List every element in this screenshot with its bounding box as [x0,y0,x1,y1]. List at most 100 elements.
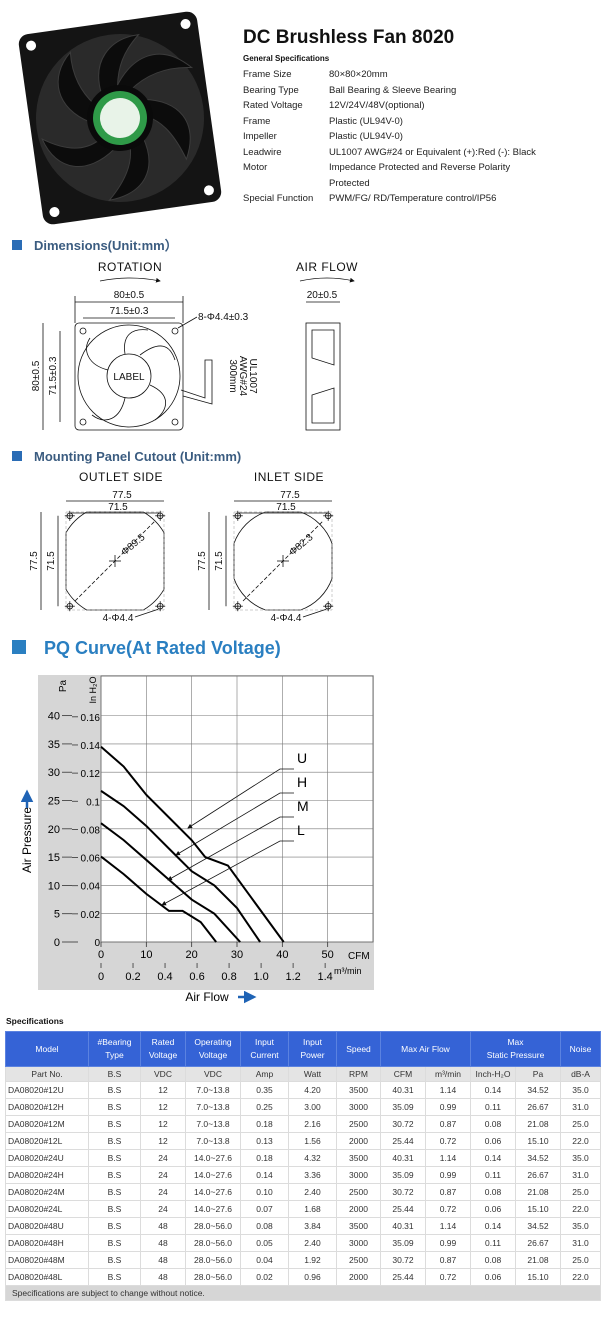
y-tick-label: 40 [48,711,60,723]
unit-cell: Amp [240,1066,289,1082]
dimension-label: 80±0.5 [114,290,145,301]
dimension-label: 77.5 [112,490,132,501]
panel-outline [65,511,165,611]
curve-label: L [297,822,305,838]
mount-hole [203,185,214,196]
cell: 25.44 [380,1132,426,1150]
cell: 2500 [336,1183,381,1201]
x2-tick-label: 1.0 [253,971,268,983]
cell: B.S [88,1268,141,1286]
cell: 0.14 [470,1149,516,1167]
cell: DA08020#24M [5,1183,89,1201]
lead-label: AWG#24 [237,356,248,397]
spec-row: Frame Plastic (UL94V-0) [243,114,537,130]
cell: 2500 [336,1115,381,1133]
cell: 15.10 [514,1132,562,1150]
blade [98,33,140,95]
cell: 0.99 [425,1098,471,1116]
spec-table: Model #Bearing Type Rated Voltage Operating Vo… [4,1031,602,1301]
header-text: Static Pressure [486,1050,545,1060]
caption: INLET SIDE [254,470,324,484]
x2-tick-label: 1.4 [317,971,332,983]
cell: 7.0~13.8 [185,1115,241,1133]
cell: 7.0~13.8 [185,1098,241,1116]
fan-blades [41,33,194,202]
header-text: Noise [569,1043,592,1054]
fan-photo [18,11,222,225]
cell: 4.32 [288,1149,337,1167]
x2-tick-label: 0 [98,971,104,983]
y2-tick-label: 0.16 [81,713,101,724]
curve-label: U [297,750,307,766]
unit-cell: VDC [185,1066,241,1082]
cell: 3000 [336,1166,381,1184]
leader-line [134,608,159,618]
header-cell: Max Static Pressure [469,1031,562,1067]
cell: 28.0~56.0 [185,1234,241,1252]
airflow-arrow [299,277,355,283]
cell: 0.96 [288,1268,337,1286]
hole [79,327,87,335]
mount-hole [26,40,37,51]
y-unit: Pa [58,679,69,692]
cell: 4.20 [288,1081,337,1099]
cell: 0.18 [240,1149,289,1167]
cell: DA08020#12M [5,1115,89,1133]
x2-tick-label: 0.4 [157,971,172,983]
data-row: DA08020#12U B.S 12 7.0~13.8 0.35 4.20 3500 40.3… [5,1081,602,1099]
cutout-outline [65,511,165,611]
cell: 14.0~27.6 [185,1149,241,1167]
cell: 3.84 [288,1217,337,1235]
panel-outline [233,511,333,611]
cell: 3500 [336,1217,381,1235]
header-cell: Model [5,1031,89,1067]
unit-cell: CFM [380,1066,426,1082]
data-row: DA08020#24M B.S 24 14.0~27.6 0.10 2.40 2500 30.… [5,1183,602,1201]
cell: 25.0 [560,1251,602,1269]
header-text: Rated [151,1037,175,1047]
cell: 35.09 [380,1098,426,1116]
cell: B.S [88,1098,141,1116]
cell: 3000 [336,1098,381,1116]
x-tick-label: 50 [322,949,334,961]
diameter-line [242,520,324,602]
cell: 1.14 [425,1081,471,1099]
spec-value: Ball Bearing & Sleeve Bearing [329,84,457,96]
leader-line [167,816,294,881]
y2-tick-label: 0.1 [86,797,100,808]
blade-outlines [86,329,176,421]
spec-row: Motor Impedance Protected and Reverse Pol… [243,160,537,191]
y-axis-title: Air Pressure [20,807,34,873]
blade [57,50,95,123]
cell: 14.0~27.6 [185,1183,241,1201]
cell: 0.87 [425,1251,471,1269]
cell: 1.56 [288,1132,337,1150]
cell: 25.0 [560,1183,602,1201]
fan-front [74,322,184,431]
x2-tick-label: 0.8 [221,971,236,983]
y-tick-label: 0 [54,937,60,949]
header-cell: Noise [560,1031,602,1067]
cell: 3500 [336,1081,381,1099]
header-cell: Input Power [288,1031,337,1067]
header-text: Max Air Flow [401,1043,450,1054]
cell: 24 [140,1183,186,1201]
cell: 1.14 [425,1217,471,1235]
dimension-label: 4-Φ4.4 [103,613,134,624]
leader-line [177,316,198,329]
cell: 1.14 [425,1149,471,1167]
cell: 35.0 [560,1149,602,1167]
cell: 2.16 [288,1115,337,1133]
leader-line [302,608,327,618]
y2-tick-label: 0.04 [81,882,101,893]
diameter-label: Φ89.5 [119,532,147,558]
cell: 24 [140,1200,186,1218]
cell: 0.87 [425,1115,471,1133]
blade [143,99,191,161]
y2-tick-label: 0.12 [81,769,101,780]
cell: 21.08 [514,1115,562,1133]
hole [171,327,179,335]
cell: DA08020#24U [5,1149,89,1167]
x2-tick-label: 0.2 [125,971,140,983]
